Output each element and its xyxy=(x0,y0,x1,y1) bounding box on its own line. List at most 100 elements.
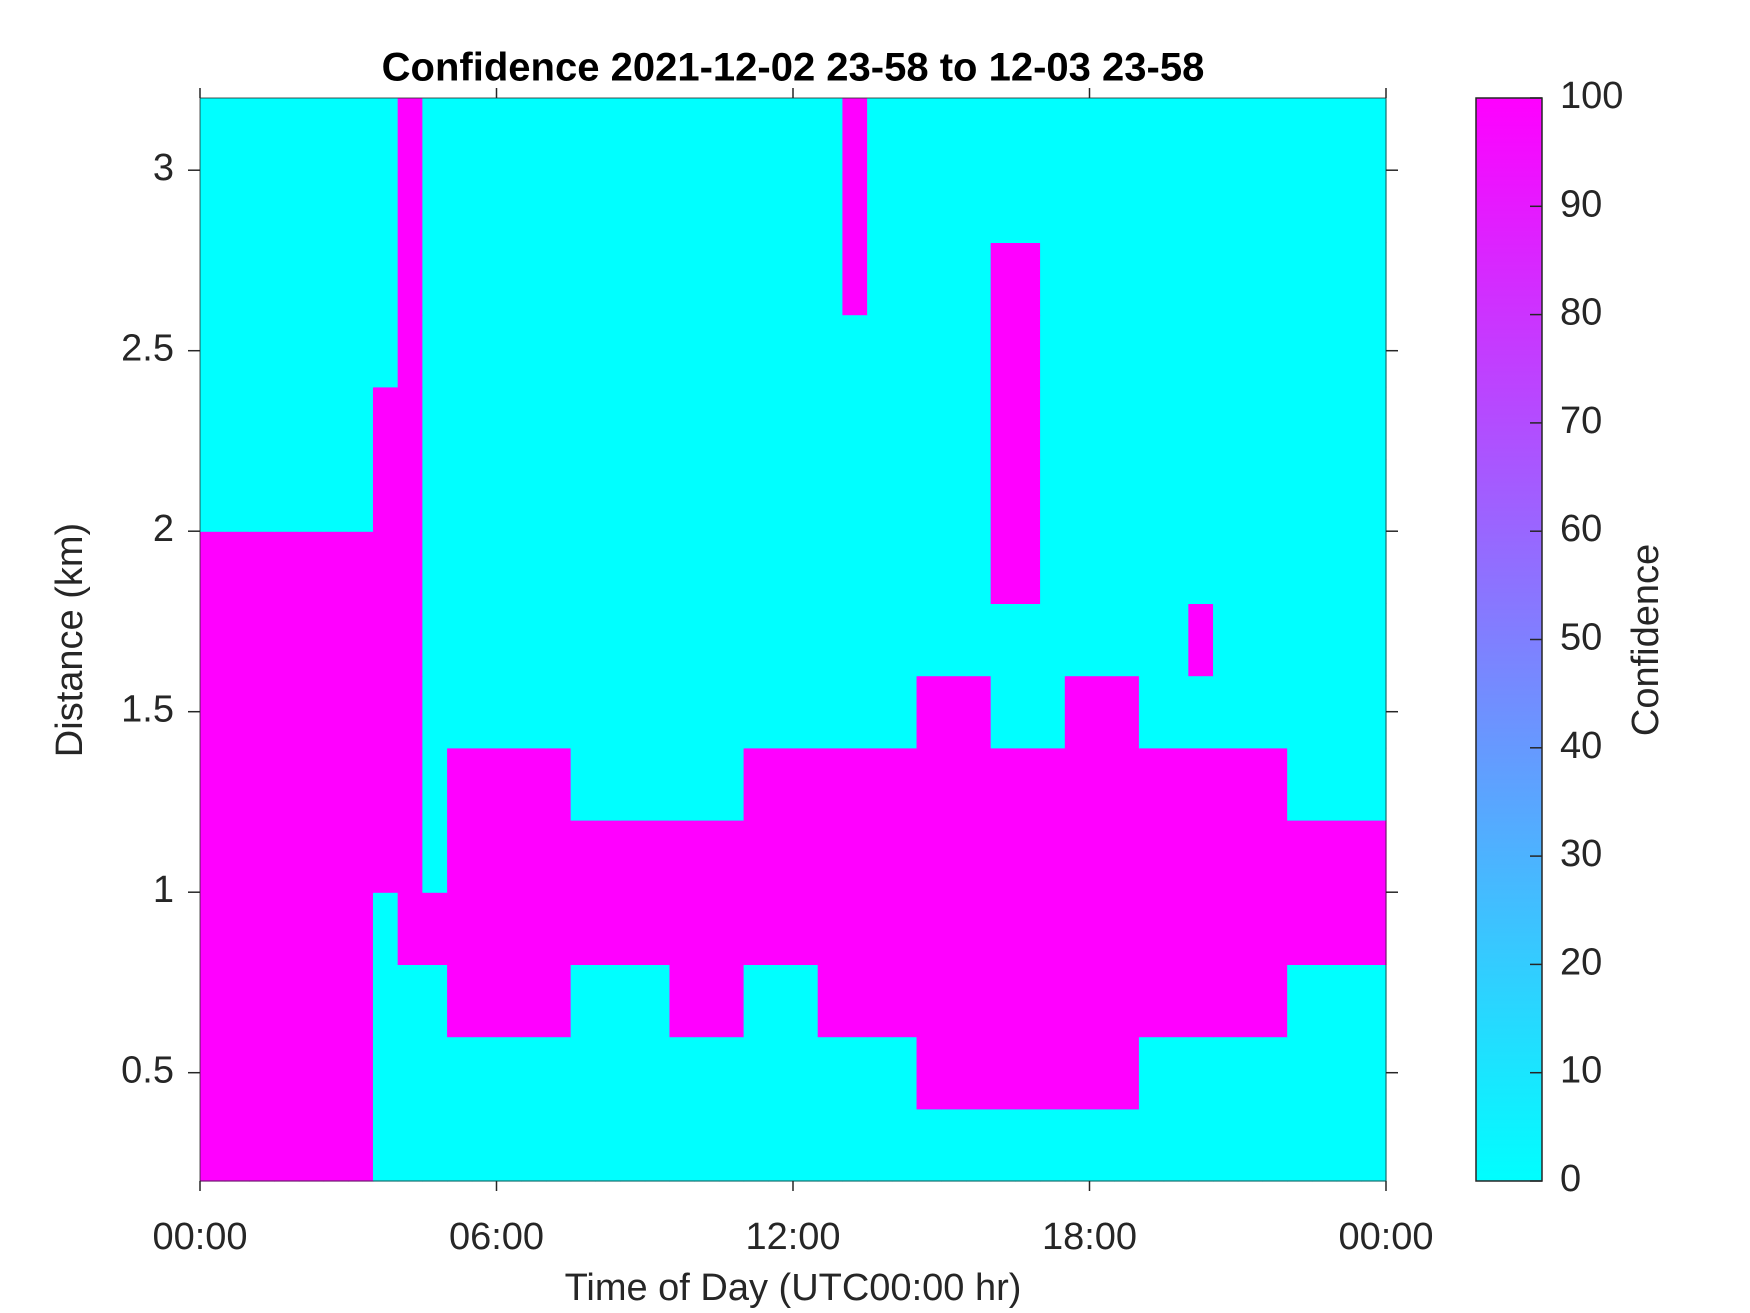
heatmap-cell xyxy=(817,603,844,677)
heatmap-cell xyxy=(916,386,942,460)
heatmap-cell xyxy=(521,170,547,243)
heatmap-cell xyxy=(496,603,522,677)
heatmap-cell xyxy=(1213,1036,1239,1110)
heatmap-cell xyxy=(1287,314,1313,388)
heatmap-cell xyxy=(595,170,621,243)
heatmap-cell xyxy=(916,820,942,893)
heatmap-cell xyxy=(694,747,720,821)
colorbar-tick-label: 20 xyxy=(1560,941,1602,983)
heatmap-cell xyxy=(644,675,671,749)
heatmap-cell xyxy=(595,242,621,316)
heatmap-cell xyxy=(323,892,349,965)
heatmap-cell xyxy=(298,386,325,460)
heatmap-cell xyxy=(990,892,1016,965)
heatmap-cell xyxy=(447,1108,473,1182)
heatmap-cell xyxy=(471,1108,498,1182)
heatmap-cell xyxy=(1114,747,1140,821)
heatmap-cell xyxy=(496,386,522,460)
heatmap-cell xyxy=(941,170,967,243)
heatmap-cell xyxy=(447,964,473,1038)
heatmap-cell xyxy=(570,170,596,243)
heatmap-cell xyxy=(743,892,769,965)
heatmap-cell xyxy=(249,603,275,677)
heatmap-cell xyxy=(1114,892,1140,965)
heatmap-cell xyxy=(397,242,423,316)
heatmap-cell xyxy=(224,459,251,532)
heatmap-cell xyxy=(1188,964,1214,1038)
heatmap-cell xyxy=(1237,170,1264,243)
heatmap-cell xyxy=(1237,98,1264,171)
heatmap-cell xyxy=(891,1108,918,1182)
heatmap-cell xyxy=(570,603,596,677)
heatmap-cell xyxy=(1336,98,1362,171)
heatmap-cell xyxy=(1163,242,1189,316)
heatmap-cell xyxy=(224,747,251,821)
heatmap-cell xyxy=(224,98,251,171)
heatmap-cell xyxy=(422,964,448,1038)
heatmap-cell xyxy=(274,98,300,171)
heatmap-cell xyxy=(447,675,473,749)
heatmap-cell xyxy=(1040,747,1066,821)
heatmap-cell xyxy=(1064,747,1091,821)
heatmap-cell xyxy=(1089,1036,1115,1110)
heatmap-cell xyxy=(496,242,522,316)
heatmap-cell xyxy=(620,386,646,460)
heatmap-cell xyxy=(447,892,473,965)
heatmap-cell xyxy=(965,1036,992,1110)
heatmap-cell xyxy=(570,314,596,388)
heatmap-cell xyxy=(274,242,300,316)
heatmap-cell xyxy=(224,531,251,604)
heatmap-cell xyxy=(570,675,596,749)
heatmap-cell xyxy=(496,98,522,171)
heatmap-cell xyxy=(620,459,646,532)
heatmap-cell xyxy=(1311,892,1338,965)
heatmap-cell xyxy=(200,964,226,1038)
heatmap-cell xyxy=(1064,603,1091,677)
heatmap-cell xyxy=(1138,1108,1165,1182)
heatmap-cell xyxy=(1287,98,1313,171)
heatmap-cell xyxy=(793,675,819,749)
x-tick-label: 00:00 xyxy=(1338,1216,1433,1258)
heatmap-cell xyxy=(1361,603,1387,677)
heatmap-cell xyxy=(521,964,547,1038)
heatmap-cell xyxy=(644,531,671,604)
heatmap-cell xyxy=(1262,531,1288,604)
heatmap-cell xyxy=(965,675,992,749)
heatmap-cell xyxy=(298,459,325,532)
heatmap-cell xyxy=(1336,314,1362,388)
heatmap-cell xyxy=(348,964,374,1038)
heatmap-cell xyxy=(842,964,868,1038)
heatmap-cell xyxy=(545,459,572,532)
heatmap-cell xyxy=(965,98,992,171)
heatmap-cell xyxy=(422,1036,448,1110)
heatmap-cell xyxy=(570,531,596,604)
heatmap-cell xyxy=(1237,747,1264,821)
heatmap-cell xyxy=(224,170,251,243)
heatmap-cell xyxy=(570,242,596,316)
heatmap-cell xyxy=(1336,747,1362,821)
heatmap-cell xyxy=(990,98,1016,171)
heatmap-cell xyxy=(200,747,226,821)
heatmap-cell xyxy=(1188,675,1214,749)
heatmap-cell xyxy=(1163,964,1189,1038)
heatmap-cell xyxy=(224,242,251,316)
y-tick-label: 1.5 xyxy=(121,689,174,731)
heatmap-cell xyxy=(768,820,794,893)
heatmap-cell xyxy=(1040,603,1066,677)
heatmap-cell xyxy=(743,820,769,893)
heatmap-cell xyxy=(1015,170,1041,243)
heatmap-cell xyxy=(397,531,423,604)
heatmap-cell xyxy=(1089,820,1115,893)
heatmap-cell xyxy=(867,531,893,604)
heatmap-cell xyxy=(842,531,868,604)
heatmap-cell xyxy=(842,892,868,965)
heatmap-cell xyxy=(298,1108,325,1182)
heatmap-cell xyxy=(793,386,819,460)
heatmap-cell xyxy=(718,747,745,821)
heatmap-cell xyxy=(1064,892,1091,965)
heatmap-cell xyxy=(1287,964,1313,1038)
heatmap-cell xyxy=(1311,531,1338,604)
heatmap-cell xyxy=(718,170,745,243)
heatmap-cell xyxy=(941,314,967,388)
heatmap-cell xyxy=(323,603,349,677)
